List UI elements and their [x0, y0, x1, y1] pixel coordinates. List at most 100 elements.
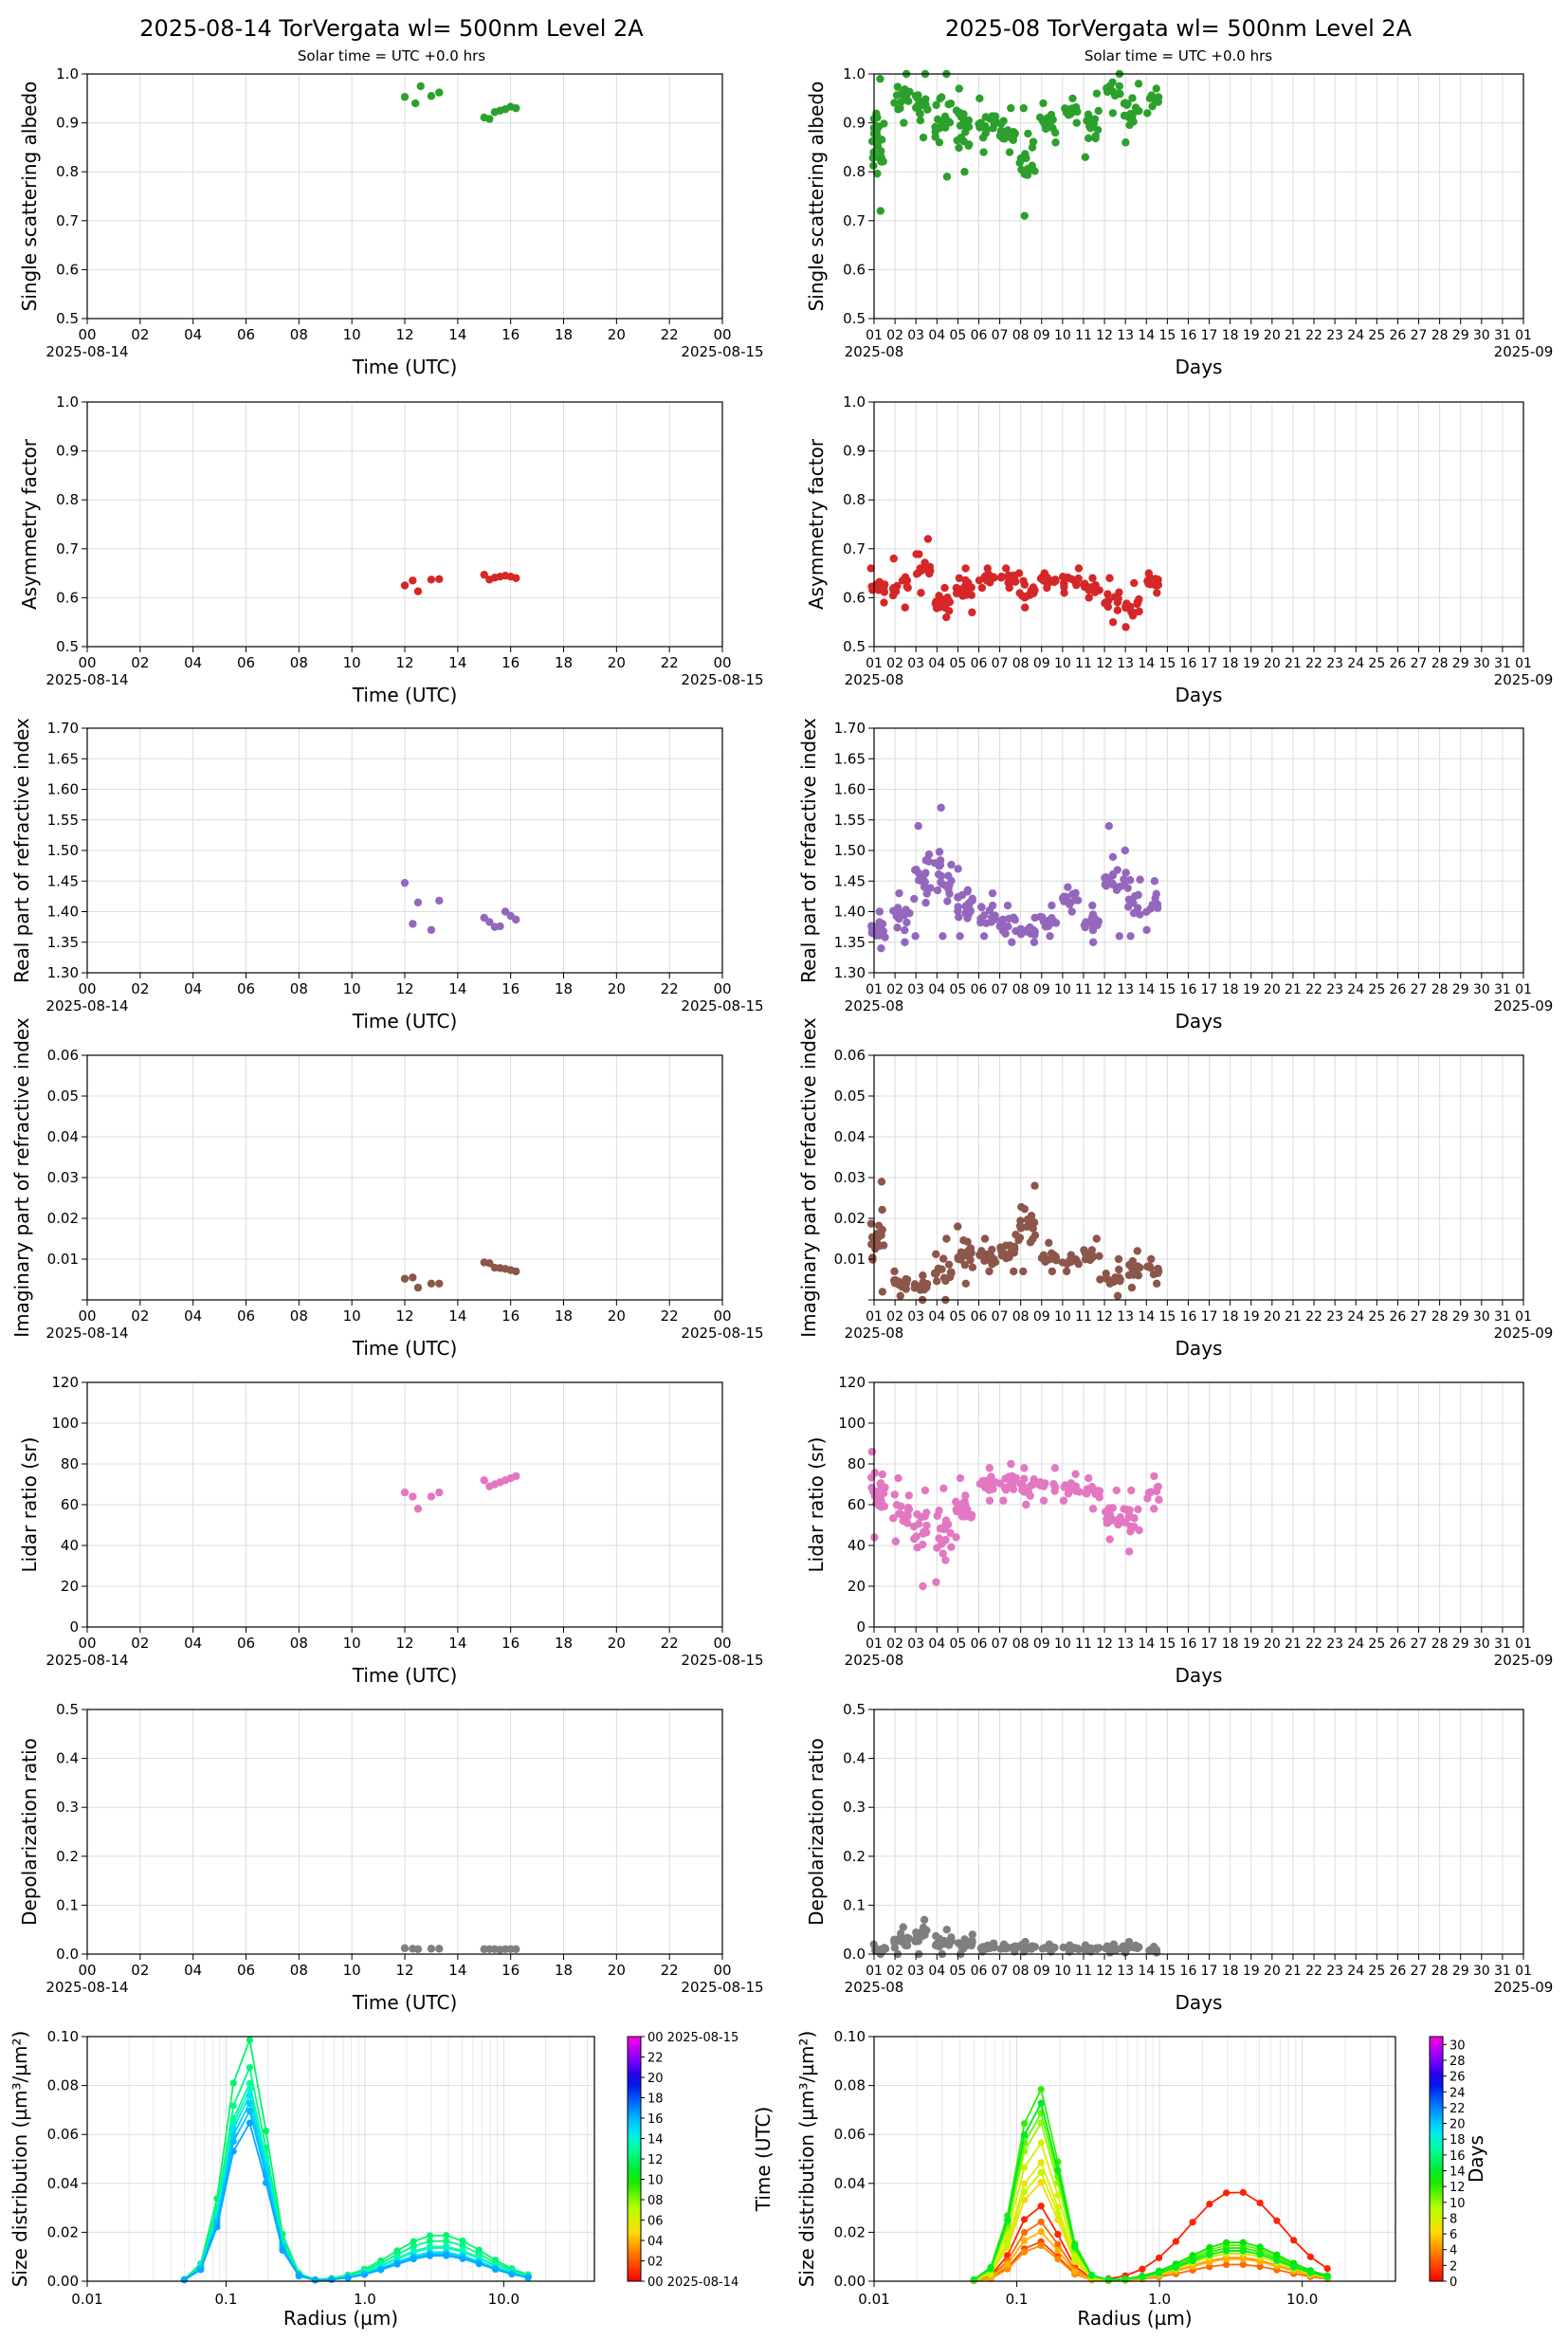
x-axis-label: Radius (µm) [283, 2307, 398, 2330]
data-point [901, 1934, 909, 1944]
data-point [1115, 1265, 1123, 1274]
data-point [922, 1528, 931, 1537]
x-tick-label: 10 [1054, 1636, 1071, 1652]
data-point [1084, 134, 1093, 142]
x-tick-label: 27 [1411, 1964, 1428, 1979]
data-point [1048, 576, 1058, 585]
series-line [183, 2086, 529, 2281]
y-tick-label: 0.4 [56, 1750, 79, 1767]
x-tick-label: 21 [1285, 328, 1302, 343]
data-point [910, 894, 919, 904]
series-point [1037, 2179, 1045, 2186]
data-point [1024, 129, 1032, 138]
data-point [1103, 1518, 1112, 1526]
data-point [955, 84, 963, 93]
y-tick-label: 1.0 [843, 393, 866, 411]
x-tick-label: 10 [343, 1635, 361, 1652]
data-point [1030, 1181, 1039, 1190]
data-point [1026, 165, 1035, 174]
y-tick-label: 1.40 [834, 904, 866, 921]
x-tick-label: 08 [290, 1635, 308, 1652]
data-point [952, 583, 961, 593]
x-tick-label: 24 [1347, 328, 1364, 343]
data-point [400, 581, 410, 590]
x-end-label: 2025-08-15 [681, 671, 763, 688]
data-point [1127, 1283, 1137, 1292]
data-points [400, 570, 520, 595]
x-tick-label: 15 [1158, 982, 1176, 997]
series-point [213, 2223, 221, 2231]
series-point [1037, 2228, 1045, 2236]
x-tick-label: 09 [1033, 1636, 1050, 1652]
data-point [919, 133, 928, 142]
data-point [1006, 1480, 1015, 1489]
colorbar-tick-label: 8 [1449, 2212, 1457, 2226]
x-tick-label: 09 [1033, 656, 1050, 671]
x-tick-label: 02 [131, 654, 149, 671]
data-point [946, 1528, 955, 1538]
data-point [889, 1514, 898, 1523]
y-tick-label: 0.6 [56, 589, 79, 606]
data-point [400, 1488, 410, 1497]
x-tick-label: 17 [1201, 1636, 1218, 1652]
data-point [400, 1944, 410, 1953]
y-tick-label: 1.30 [47, 964, 79, 981]
x-axis-label: Time (UTC) [352, 1991, 458, 2014]
data-point [953, 1499, 962, 1508]
y-tick-label: 1.0 [56, 393, 79, 411]
x-tick-label: 10 [1054, 656, 1071, 671]
y-tick-label: 0 [69, 1618, 79, 1636]
y-axis-label: Real part of refractive index [10, 718, 33, 983]
data-point [1155, 1495, 1163, 1504]
data-point [935, 848, 944, 856]
colorbar-tick-label: 06 [647, 2215, 664, 2229]
data-points [869, 1915, 1161, 1959]
series-point [1020, 2131, 1029, 2139]
y-tick-label: 60 [61, 1496, 79, 1513]
y-tick-label: 0 [856, 1618, 866, 1636]
data-point [965, 140, 974, 149]
data-point [990, 1943, 999, 1952]
data-point [427, 1492, 436, 1501]
data-point [1030, 1943, 1039, 1951]
data-point [1043, 1255, 1052, 1265]
series-point [1189, 2252, 1196, 2259]
series-point [1239, 2188, 1247, 2196]
series-point [1037, 2168, 1045, 2176]
data-point [1145, 1262, 1154, 1271]
data-point [1019, 103, 1028, 113]
data-point [940, 583, 949, 593]
x-tick-label: 18 [1222, 1636, 1239, 1652]
series-point [443, 2232, 450, 2239]
x-tick-label: 31 [1494, 982, 1511, 997]
data-point [893, 904, 903, 912]
data-point [1067, 907, 1076, 916]
x-tick-label: 24 [1347, 1636, 1364, 1652]
x-tick-label: 02 [886, 328, 903, 343]
x-tick-label: 08 [1012, 1636, 1030, 1652]
x-tick-label: 0.1 [215, 2291, 238, 2308]
x-tick-label: 23 [1326, 328, 1343, 343]
data-point [966, 905, 975, 915]
x-tick-label: 06 [971, 328, 988, 343]
series-point [1290, 2237, 1298, 2244]
x-tick-label: 00 [713, 654, 731, 671]
data-point [1073, 896, 1083, 905]
data-point [413, 898, 423, 907]
data-point [1048, 116, 1057, 124]
x-tick-label: 02 [886, 656, 903, 671]
data-point [912, 570, 921, 578]
x-tick-label: 16 [1180, 328, 1197, 343]
data-point [1060, 579, 1068, 589]
data-point [995, 1479, 1005, 1488]
data-point [983, 1943, 993, 1951]
data-point [954, 906, 962, 915]
x-end-label: 2025-09 [1494, 671, 1554, 688]
data-point [1108, 852, 1118, 861]
data-point [941, 1556, 950, 1564]
data-point [1049, 1944, 1058, 1952]
data-point [1154, 1269, 1162, 1277]
data-point [987, 1484, 995, 1493]
y-tick-label: 120 [838, 1374, 866, 1391]
